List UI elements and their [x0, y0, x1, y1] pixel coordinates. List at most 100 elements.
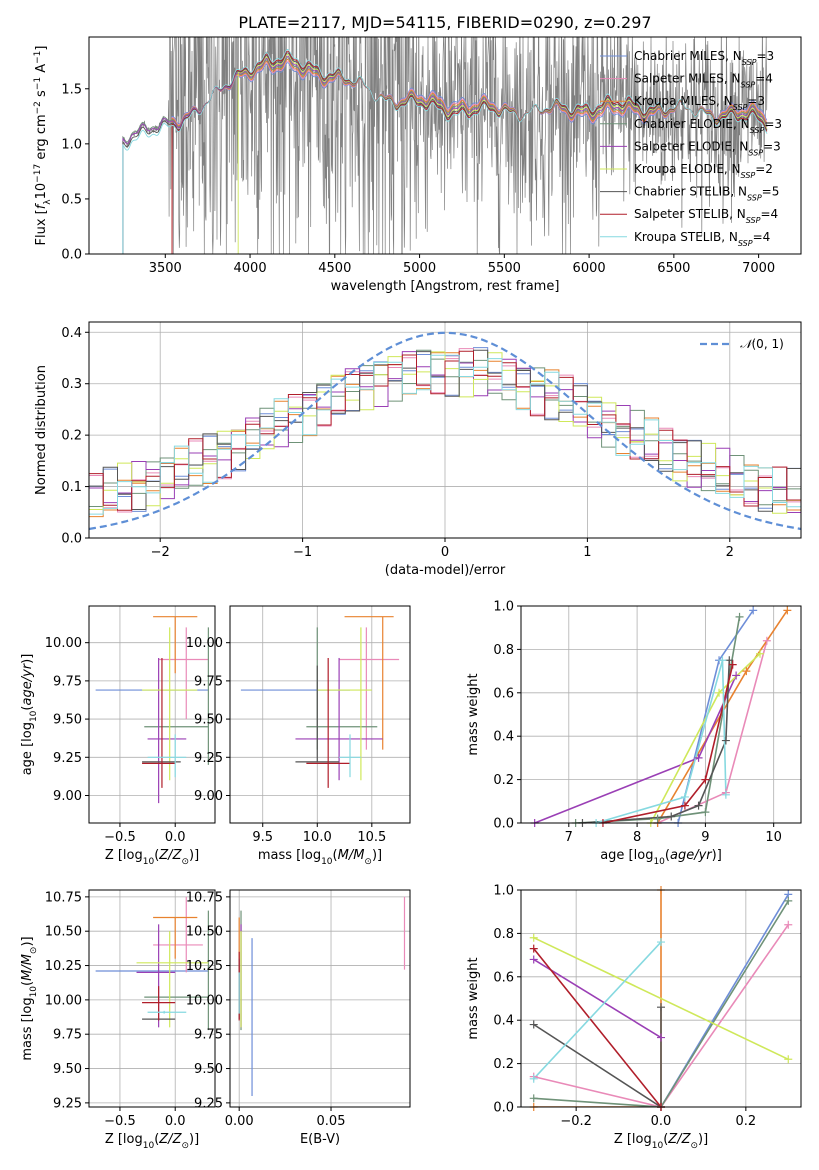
y-tick-label: 0.2 — [493, 1057, 514, 1072]
legend-entry: Salpeter STELIB, NSSP=4 — [634, 207, 778, 225]
cum-marker — [694, 801, 703, 810]
plot-area — [240, 616, 400, 788]
y-axis-label: mass weight — [466, 673, 481, 755]
y-tick-label: 0.0 — [493, 1101, 514, 1116]
x-tick-label: 0.05 — [317, 1114, 346, 1129]
panel-mass_vs_ebv: 0.00 0.05 9.25 9.50 9.75 10.00 10.25 10.50 10.75… — [186, 889, 411, 1147]
y-tick-label: 9.00 — [53, 789, 82, 804]
x-tick-label: 0.0 — [165, 830, 186, 845]
x-tick-label: 7000 — [742, 261, 775, 276]
y-tick-label: 10.25 — [45, 959, 82, 974]
y-tick-label: 0.8 — [493, 927, 514, 942]
y-tick-label: 10.00 — [186, 636, 223, 651]
figure-title: PLATE=2117, MJD=54115, FIBERID=0290, z=0… — [238, 13, 651, 32]
y-tick-label: 9.25 — [53, 751, 82, 766]
y-tick-label: 0.4 — [61, 326, 82, 341]
cum-line-kroupa-miles — [533, 890, 662, 1107]
cum-marker — [756, 649, 765, 658]
x-axis-label: mass [log10(M/M⊙)] — [258, 848, 382, 867]
y-tick-label: 9.50 — [194, 1062, 223, 1077]
y-axis-label: mass [log10(M/M⊙)] — [20, 936, 39, 1060]
x-tick-label: 9 — [701, 830, 709, 845]
plot-area — [533, 890, 789, 1107]
x-tick-label: −0.5 — [104, 1114, 136, 1129]
y-tick-label: 0.6 — [493, 686, 514, 701]
cum-marker — [742, 667, 751, 676]
cum-line-kroupa-stelib — [595, 660, 727, 823]
cum-marker — [715, 688, 724, 697]
y-tick-label: 9.75 — [194, 1028, 223, 1043]
cum-marker — [529, 955, 538, 964]
y-tick-label: 9.50 — [194, 713, 223, 728]
x-tick-label: 0.0 — [165, 1114, 186, 1129]
normal-curve — [89, 331, 801, 531]
cum-marker — [701, 808, 710, 817]
cum-marker — [657, 938, 665, 947]
y-tick-label: 9.75 — [53, 1028, 82, 1043]
axes-frame — [88, 605, 216, 824]
x-tick-label: 10.0 — [303, 830, 332, 845]
cum-marker — [701, 775, 710, 784]
cum-line-salpeter-miles — [533, 924, 789, 1107]
x-axis-label: wavelength [Angstrom, rest frame] — [331, 279, 560, 294]
legend-entry: Kroupa ELODIE, NSSP=2 — [634, 162, 773, 180]
x-tick-label: 3500 — [149, 261, 182, 276]
x-axis-label: Z [log10(Z/Z⊙)] — [105, 848, 199, 867]
axes-frame — [88, 36, 802, 255]
y-tick-label: 10.00 — [45, 993, 82, 1008]
cum-marker — [529, 1020, 538, 1029]
y-tick-label: 0.0 — [61, 532, 82, 547]
y-tick-label: 9.00 — [194, 789, 223, 804]
x-tick-label: 5000 — [403, 261, 436, 276]
panel-age_vs_mass: 9.5 10.0 10.5 9.00 9.25 9.50 9.75 10.00 mass [lo… — [186, 605, 411, 867]
x-tick-label: −1 — [293, 545, 312, 560]
plot-area — [89, 331, 801, 538]
x-tick-label: 4500 — [318, 261, 351, 276]
cum-marker — [667, 812, 676, 821]
plot-area — [238, 896, 406, 1097]
x-tick-label: 5500 — [488, 261, 521, 276]
cum-marker — [529, 933, 538, 942]
y-tick-label: 0.4 — [493, 1014, 514, 1029]
legend-entry: Kroupa MILES, NSSP=3 — [634, 94, 765, 112]
y-tick-label: 9.75 — [53, 674, 82, 689]
y-tick-label: 9.25 — [194, 751, 223, 766]
model-spectrum-salpeter-stelib — [171, 50, 768, 254]
y-axis-label: age [log10(age/yr)] — [20, 654, 39, 776]
model-spectrum-kroupa-miles — [171, 58, 768, 254]
panel-mass_vs_Z: −0.5 0.0 9.25 9.50 9.75 10.00 10.25 10.50 10.75 Z… — [20, 889, 216, 1151]
model-spectrum-chabrier-miles — [171, 62, 768, 254]
y-tick-label: 1.0 — [61, 137, 82, 152]
y-tick-label: 10.50 — [186, 925, 223, 940]
x-tick-label: −0.2 — [560, 1114, 592, 1129]
y-tick-label: 0.5 — [61, 192, 82, 207]
y-tick-label: 0.3 — [61, 377, 82, 392]
y-tick-label: 1.0 — [493, 600, 514, 615]
axes-frame — [88, 321, 802, 539]
cum-marker — [783, 606, 792, 615]
x-tick-label: 8 — [633, 830, 641, 845]
legend-entry: Salpeter ELODIE, NSSP=3 — [634, 139, 781, 157]
cum-marker — [784, 1055, 793, 1064]
panel-spectrum: 3500 4000 4500 5000 5500 6000 6500 7000 0.0 0.5 1.… — [33, 36, 802, 294]
cum-marker — [728, 660, 737, 669]
cum-marker — [529, 1094, 538, 1103]
model-spectrum-kroupa-stelib — [122, 49, 768, 254]
y-tick-label: 0.1 — [61, 480, 82, 495]
x-tick-label: 1 — [583, 545, 591, 560]
x-tick-label: 0.0 — [651, 1114, 672, 1129]
panel-age_vs_Z: −0.5 0.0 9.00 9.25 9.50 9.75 10.00 Z [log10(Z/Z… — [20, 605, 216, 867]
y-tick-label: 9.50 — [53, 1062, 82, 1077]
y-axis-label: Normed distribution — [34, 365, 49, 495]
x-axis-label: (data-model)/error — [385, 563, 506, 578]
x-axis-label: age [log10(age/yr)] — [600, 848, 722, 867]
cum-line-salpeter-stelib — [533, 948, 662, 1107]
grid-lines — [521, 605, 801, 824]
y-tick-label: 1.5 — [61, 82, 82, 97]
y-tick-label: 0.2 — [493, 773, 514, 788]
y-tick-label: 9.50 — [53, 713, 82, 728]
y-axis-label: Flux [fλ10−17 erg cm−2 s−1 A−1] — [33, 46, 53, 246]
cum-marker — [725, 656, 734, 665]
y-tick-label: 10.50 — [45, 925, 82, 940]
cum-marker — [718, 656, 727, 665]
